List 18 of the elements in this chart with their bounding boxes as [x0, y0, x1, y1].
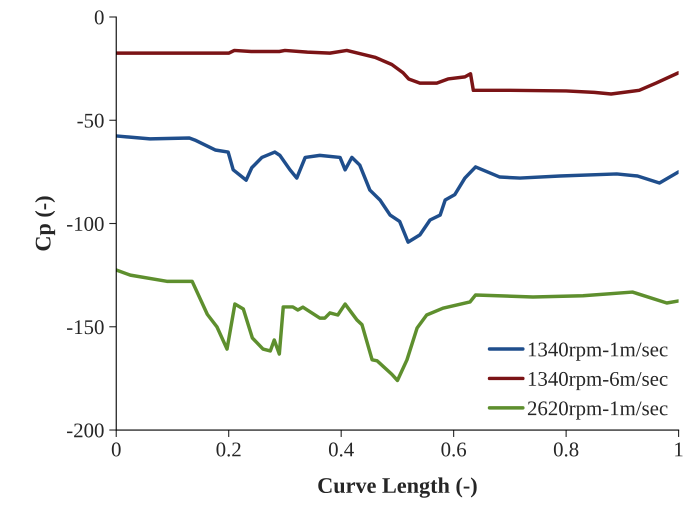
- y-tick-label: 0: [94, 10, 104, 24]
- legend-label: 1340rpm-1m/sec: [528, 342, 668, 361]
- x-tick-label: 0.8: [554, 442, 578, 457]
- x-axis-title: Curve Length (-): [318, 477, 477, 498]
- line-series: [116, 48, 679, 96]
- x-tick-label: 1: [675, 442, 683, 456]
- x-tick-label: 0.2: [216, 442, 241, 457]
- y-tick-label: -150: [67, 320, 104, 334]
- y-tick-label: -50: [77, 114, 104, 128]
- x-tick-label: 0.4: [328, 442, 354, 457]
- y-axis-title: Cp (-): [34, 196, 56, 251]
- line-series: [116, 134, 679, 244]
- y-tick-label: -200: [67, 423, 104, 438]
- legend-label: 1340rpm-6m/sec: [528, 372, 668, 390]
- legend-label: 2620rpm-1m/sec: [528, 401, 668, 420]
- x-tick-label: 0: [112, 442, 121, 456]
- x-tick-label: 0.6: [441, 442, 466, 457]
- y-tick-label: -100: [67, 216, 104, 231]
